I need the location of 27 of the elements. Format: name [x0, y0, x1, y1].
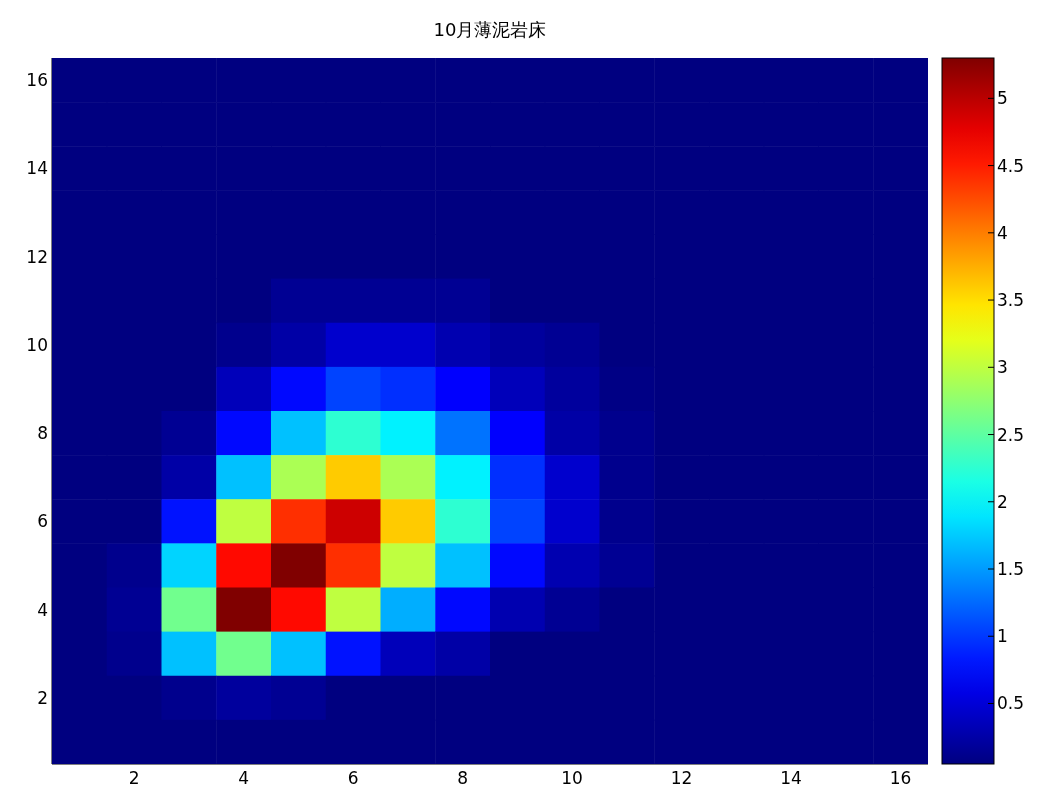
color-bar-label: 1.5 — [997, 559, 1025, 580]
y-tick-label: 4 — [37, 599, 48, 620]
x-tick-label: 16 — [889, 768, 912, 789]
color-bar-label: 0.5 — [997, 693, 1025, 714]
x-tick-label: 4 — [238, 768, 250, 789]
x-tick-label: 8 — [457, 768, 469, 789]
color-bar-label: 5 — [997, 88, 1008, 109]
chart-title: 10月薄泥岩床 — [432, 18, 548, 42]
color-bar-label: 4.5 — [997, 155, 1025, 176]
y-tick-label: 14 — [26, 158, 48, 179]
x-tick-label: 14 — [780, 768, 802, 789]
color-bar-label: 4 — [997, 222, 1008, 243]
x-tick-label: 2 — [128, 768, 140, 789]
x-tick-label: 12 — [670, 768, 693, 789]
x-tick-label: 10 — [561, 768, 583, 789]
y-tick-label: 8 — [37, 423, 48, 444]
color-bar-label: 3 — [997, 357, 1008, 378]
y-tick-label: 2 — [37, 687, 48, 708]
y-tick-label: 16 — [26, 70, 48, 91]
color-bar-label: 2 — [997, 491, 1008, 512]
y-tick-label: 12 — [26, 246, 48, 267]
y-tick-label: 6 — [37, 511, 48, 532]
y-tick-label: 10 — [26, 334, 48, 355]
x-tick-label: 6 — [347, 768, 359, 789]
color-bar-label: 1 — [997, 626, 1008, 647]
color-bar-label: 3.5 — [997, 290, 1025, 311]
color-bar-label: 2.5 — [997, 424, 1025, 445]
